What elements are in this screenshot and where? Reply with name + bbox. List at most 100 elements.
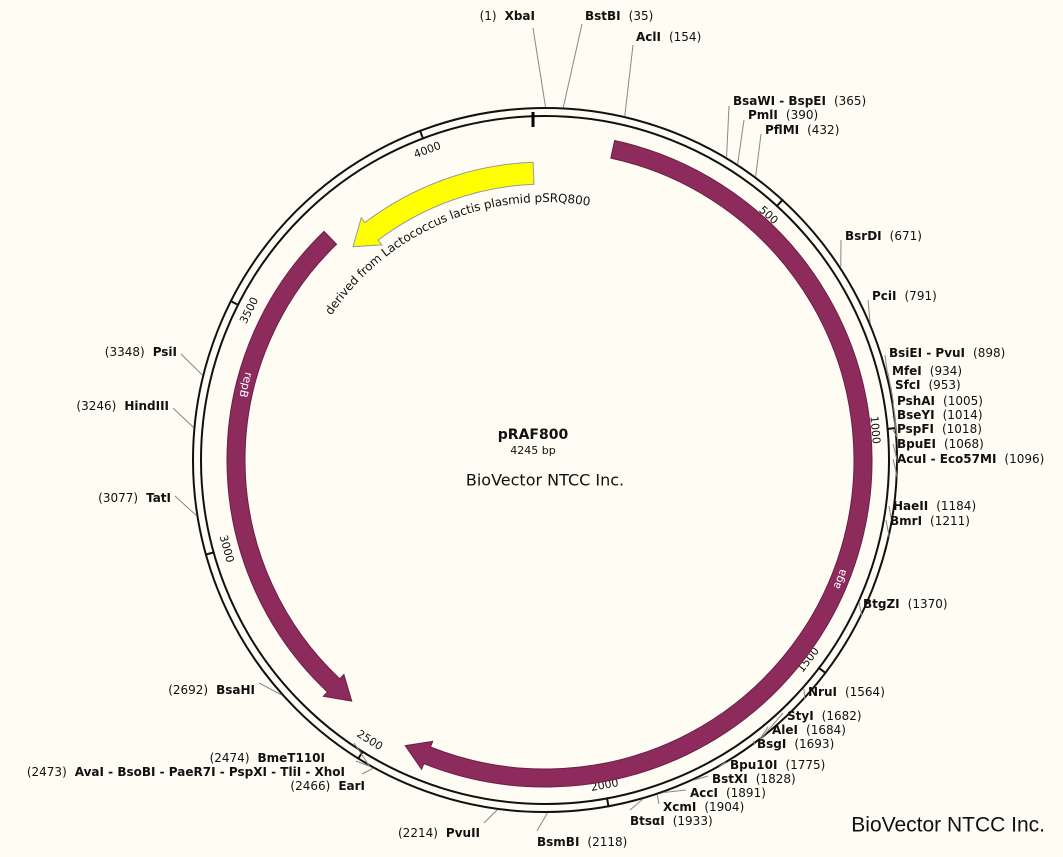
site-leader: [752, 740, 756, 745]
site-name: BseYI: [897, 408, 935, 422]
site-leader: [892, 429, 898, 438]
site-name: StyI: [787, 709, 814, 723]
site-leader: [885, 519, 890, 538]
site-leader: [693, 775, 709, 781]
site-position: (2214): [398, 826, 438, 840]
site-position: (1891): [726, 786, 766, 800]
feature-label-path: derived from Lactococcus lactis plasmid …: [322, 190, 592, 317]
site-position: (1933): [673, 814, 713, 828]
site-position: (3246): [76, 399, 116, 413]
site-name: BstXI: [712, 772, 748, 786]
site-leader: [755, 133, 762, 177]
site-label: BtgZI (1370): [863, 597, 948, 611]
site-leader: [172, 407, 194, 428]
site-name: EarI: [338, 779, 365, 793]
site-label: SfcI (953): [895, 378, 961, 392]
tick-mark: [229, 299, 240, 307]
site-position: (2473): [27, 765, 67, 779]
site-label: PshAI (1005): [897, 394, 983, 408]
site-position: (898): [973, 346, 1005, 360]
site-position: (1211): [930, 514, 970, 528]
site-position: (154): [669, 30, 701, 44]
site-leader: [718, 761, 727, 768]
site-position: (432): [807, 123, 839, 137]
site-position: (1096): [1004, 452, 1044, 466]
site-position: (1693): [794, 737, 834, 751]
site-position: (35): [629, 9, 654, 23]
site-position: (1828): [756, 772, 796, 786]
site-label: (2214) PvuII: [398, 826, 480, 840]
site-label: AccI (1891): [690, 786, 766, 800]
site-position: (1014): [943, 408, 983, 422]
site-name: NruI: [808, 685, 837, 699]
site-position: (1904): [704, 800, 744, 814]
tick-mark: [418, 129, 425, 140]
site-name: BsmBI: [537, 835, 579, 849]
site-leader: [355, 760, 371, 768]
site-leader: [726, 105, 730, 158]
site-position: (1068): [944, 437, 984, 451]
site-position: (953): [928, 378, 960, 392]
site-leader: [892, 458, 899, 479]
site-leader: [888, 505, 893, 524]
site-name: BsgI: [757, 737, 786, 751]
site-label: AleI (1684): [772, 723, 846, 737]
site-name: BtsαI: [630, 814, 665, 828]
site-position: (1018): [942, 422, 982, 436]
site-position: (1005): [943, 394, 983, 408]
site-name: PmlI: [748, 108, 778, 122]
site-label: PciI (791): [872, 289, 937, 303]
site-label: (2474) BmeT110I: [210, 751, 325, 765]
site-name: BmeT110I: [258, 751, 326, 765]
site-name: PvuII: [446, 826, 480, 840]
site-label: MfeI (934): [892, 364, 962, 378]
site-label: BseYI (1014): [897, 408, 983, 422]
tick-mark: [775, 198, 784, 208]
site-label: AcuI - Eco57MI (1096): [897, 452, 1044, 466]
site-label: (3077) TatI: [98, 491, 171, 505]
site-position: (3348): [105, 345, 145, 359]
site-position: (671): [890, 229, 922, 243]
site-leader: [892, 402, 898, 431]
site-name: BsiEI - PvuI: [889, 346, 965, 360]
site-name: Bpu10I: [730, 758, 777, 772]
plasmid-name: pRAF800: [498, 427, 569, 443]
watermark: BioVector NTCC Inc.: [851, 814, 1045, 837]
site-name: XcmI: [663, 800, 696, 814]
site-position: (1184): [936, 499, 976, 513]
site-position: (791): [905, 289, 937, 303]
site-position: (2692): [168, 683, 208, 697]
site-position: (1370): [908, 597, 948, 611]
site-label: BsrDI (671): [845, 229, 922, 243]
site-leader: [483, 809, 498, 824]
site-name: BtgZI: [863, 597, 900, 611]
tick-mark: [204, 551, 215, 556]
site-position: (365): [834, 94, 866, 108]
site-leader: [892, 415, 898, 436]
site-name: AccI: [690, 786, 718, 800]
site-name: BsrDI: [845, 229, 882, 243]
site-name: MfeI: [892, 364, 922, 378]
site-position: (1): [480, 9, 497, 23]
ring-outer: [192, 107, 898, 813]
site-name: BstBI: [585, 9, 621, 23]
tick-label: 4000: [412, 139, 443, 161]
tick-mark: [886, 427, 897, 430]
site-name: BsaWI - BspEI: [733, 94, 826, 108]
site-label: PflMI (432): [765, 123, 839, 137]
site-label: BpuEI (1068): [897, 437, 984, 451]
ring-inner: [200, 115, 890, 805]
site-name: HindIII: [124, 399, 169, 413]
site-label: (2466) EarI: [290, 779, 365, 793]
tick-mark: [817, 666, 827, 675]
site-position: (1684): [806, 723, 846, 737]
site-label: (3246) HindIII: [76, 399, 169, 413]
site-name: SfcI: [895, 378, 920, 392]
site-leader: [892, 443, 899, 464]
site-name: PspFI: [897, 422, 934, 436]
site-label: StyI (1682): [787, 709, 862, 723]
feature-arrow: [404, 139, 873, 788]
site-leader: [174, 495, 197, 516]
